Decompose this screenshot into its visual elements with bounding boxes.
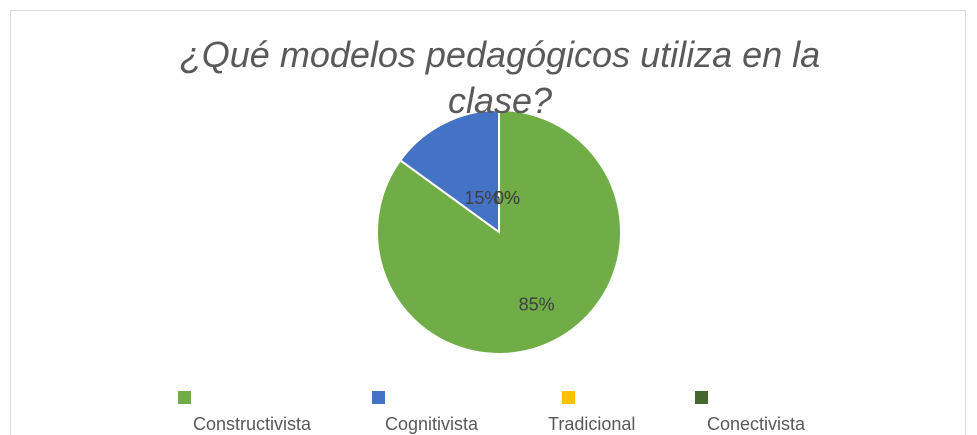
- pie-slice: [398, 108, 500, 234]
- legend-label: Tradicional: [548, 414, 635, 434]
- data-label: 15%: [464, 188, 500, 208]
- data-label: 85%: [519, 295, 555, 315]
- legend-swatch: [695, 391, 708, 404]
- chart-border: [10, 10, 966, 435]
- legend-label: Conectivista: [707, 414, 806, 434]
- legend-swatch: [562, 391, 575, 404]
- chart-title: ¿Qué modelos pedagógicos utiliza en la c…: [179, 34, 821, 121]
- legend-label: Constructivista: [193, 414, 312, 434]
- legend-label: Cognitivista: [385, 414, 479, 434]
- data-label: 0%: [494, 188, 520, 208]
- legend-swatch: [178, 391, 191, 404]
- legend-swatch: [372, 391, 385, 404]
- data-label: 0%: [494, 188, 520, 208]
